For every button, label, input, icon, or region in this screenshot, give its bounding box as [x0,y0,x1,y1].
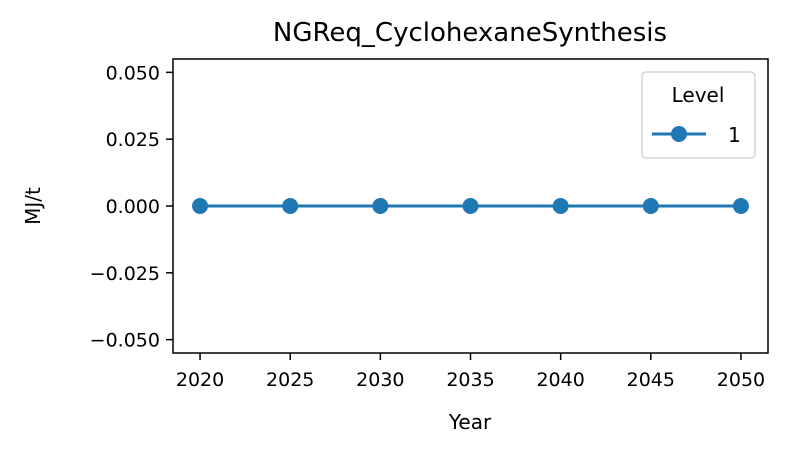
y-tick-label: 0.050 [106,62,160,84]
x-tick-label: 2050 [717,369,765,391]
x-tick-label: 2025 [266,369,314,391]
x-tick-label: 2045 [627,369,675,391]
data-point [552,198,569,214]
y-tick-label: −0.025 [90,263,160,285]
y-tick-label: −0.050 [90,330,160,352]
series-layer [192,198,749,214]
data-point [192,198,209,214]
x-tick-label: 2040 [536,369,584,391]
y-tick-label: 0.025 [106,129,160,151]
legend-box [641,71,756,159]
x-tick-label: 2030 [356,369,404,391]
data-point [462,198,479,214]
x-axis: 2020 2025 2030 2035 2040 2045 2050 [176,353,765,391]
y-tick-label: 0.000 [106,196,160,218]
x-axis-label: Year [448,410,492,434]
legend-marker-swatch [671,126,687,142]
data-point [372,198,389,214]
legend: Level 1 [641,71,756,159]
data-point [642,198,659,214]
chart-title: NGReq_CyclohexaneSynthesis [273,18,667,48]
legend-title: Level [672,83,725,107]
legend-entry-label: 1 [728,123,741,147]
x-tick-label: 2020 [176,369,224,391]
data-point [732,198,749,214]
x-tick-label: 2035 [446,369,494,391]
y-axis-label: MJ/t [21,187,45,225]
y-axis: 0.050 0.025 0.000 −0.025 −0.050 [90,62,173,352]
data-point [282,198,299,214]
